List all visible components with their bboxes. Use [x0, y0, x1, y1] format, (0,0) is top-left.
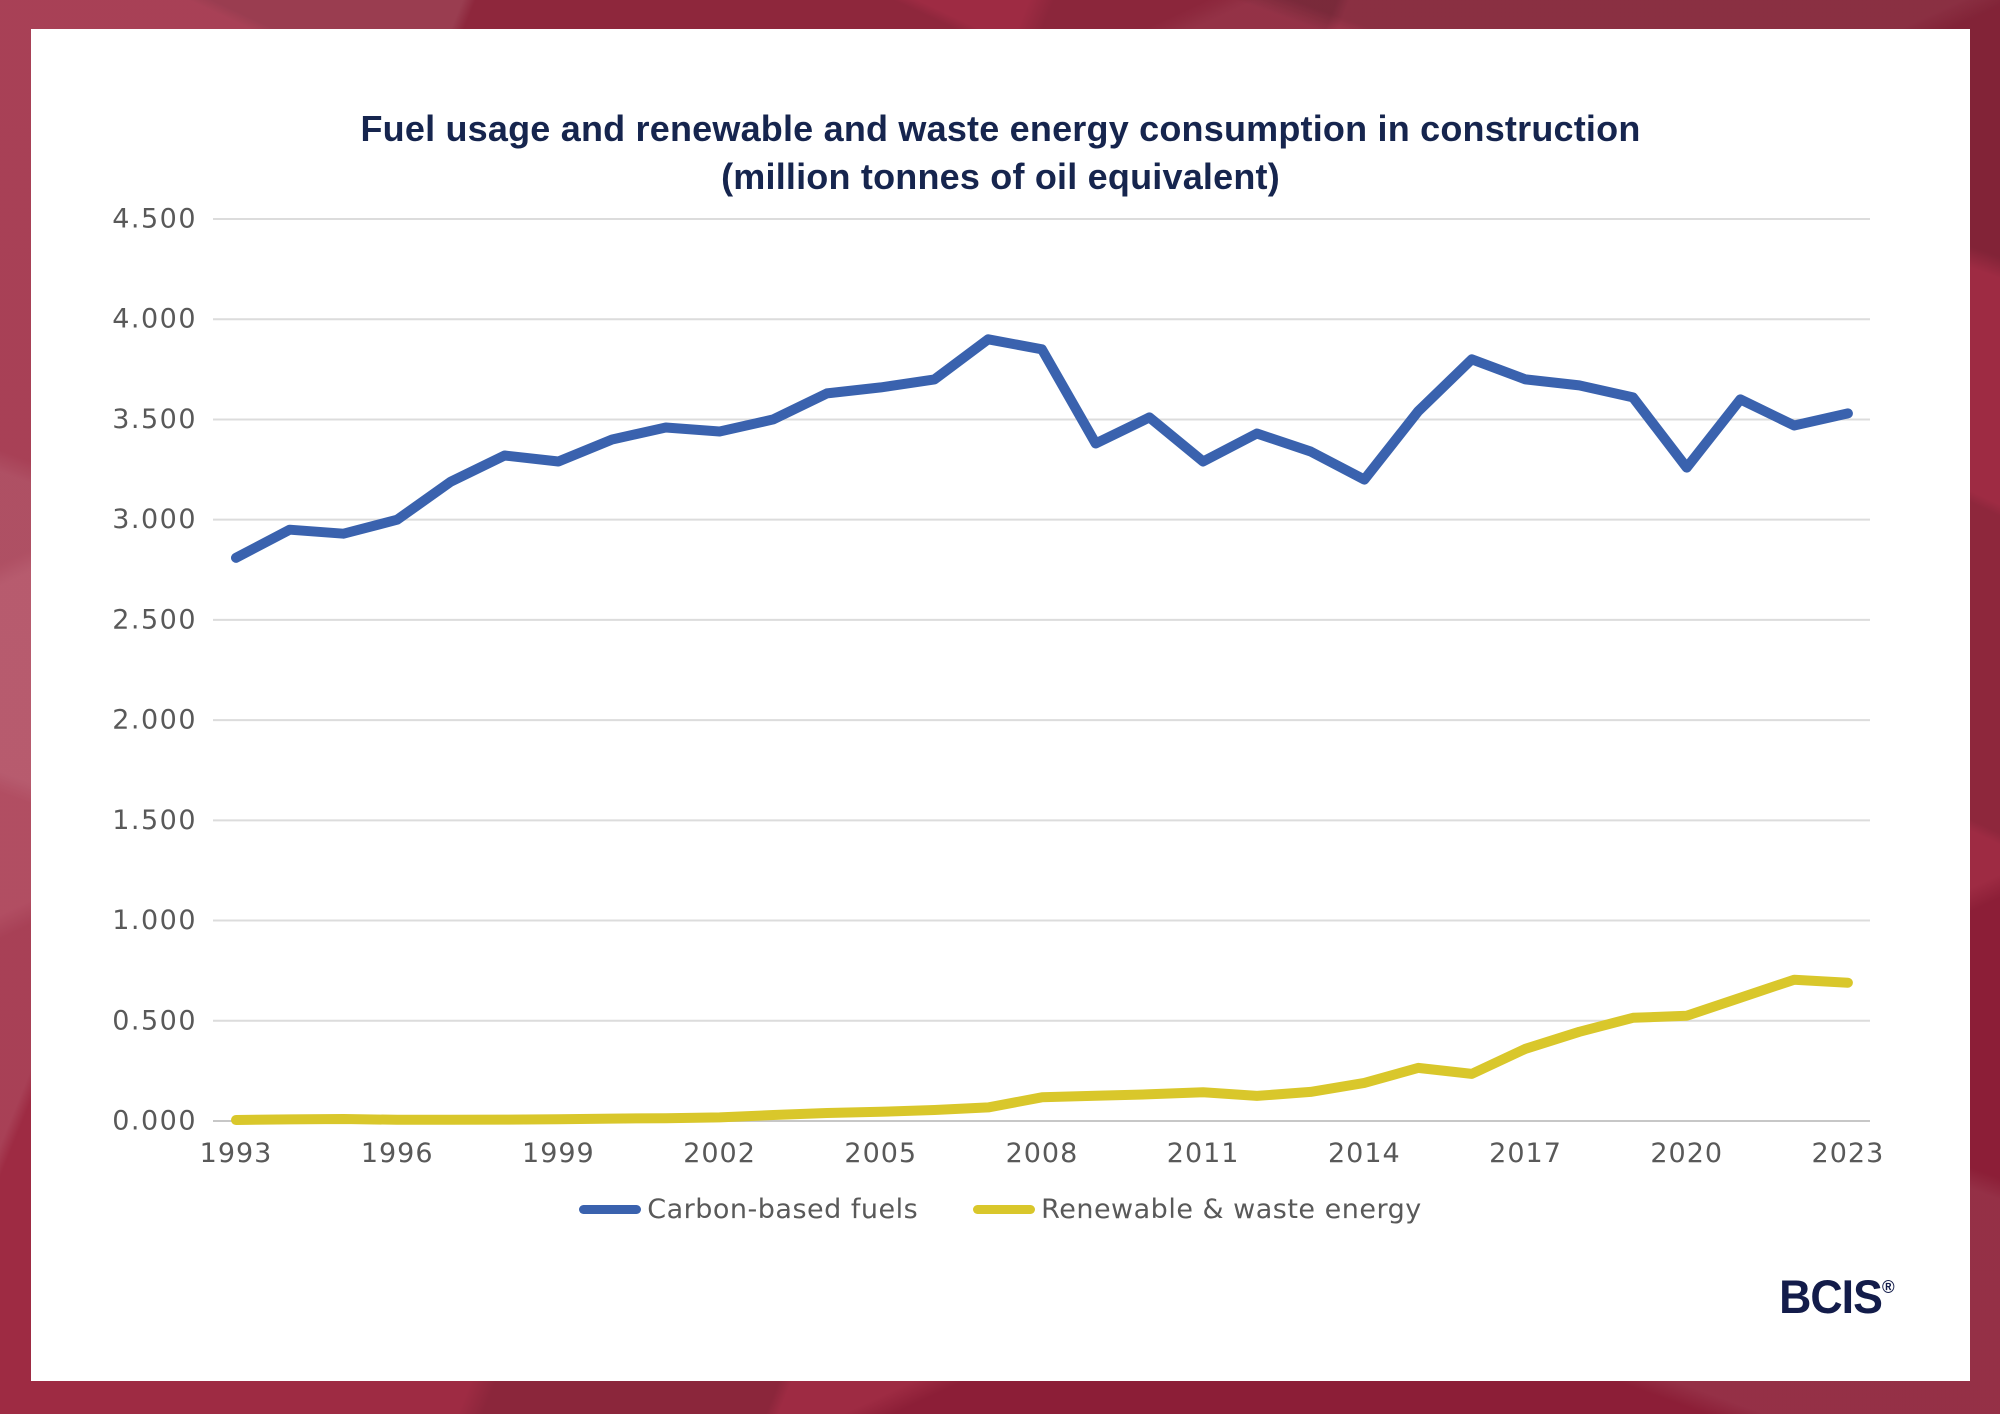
y-tick-label: 2.000	[112, 705, 197, 736]
legend-item-carbon: Carbon-based fuels	[579, 1194, 918, 1225]
carbon-fuels-line	[231, 334, 1853, 563]
y-tick-label: 3.500	[112, 404, 197, 435]
x-tick-label: 2023	[1812, 1138, 1885, 1169]
chart-title-line2: (million tonnes of oil equivalent)	[721, 156, 1280, 197]
chart-legend: Carbon-based fuels Renewable & waste ener…	[31, 1194, 1970, 1225]
x-tick-label: 2005	[844, 1138, 917, 1169]
renewable-energy-line	[231, 974, 1853, 1125]
registered-trademark-icon: ®	[1882, 1277, 1895, 1297]
x-tick-label: 2011	[1167, 1138, 1240, 1169]
x-tick-label: 2014	[1328, 1138, 1401, 1169]
x-tick-label: 1996	[361, 1138, 434, 1169]
y-tick-label: 1.500	[112, 805, 197, 836]
y-tick-label: 2.500	[112, 604, 197, 635]
x-tick-label: 2002	[683, 1138, 756, 1169]
legend-swatch-icon	[973, 1205, 1036, 1214]
x-tick-label: 2017	[1489, 1138, 1562, 1169]
y-tick-label: 0.000	[112, 1106, 197, 1137]
x-tick-label: 1993	[200, 1138, 273, 1169]
x-tick-label: 2008	[1006, 1138, 1079, 1169]
line-chart: 0.000 0.500 1.000 1.500 2.000 2.500 3.000 3.500…	[112, 204, 1885, 1169]
chart-title-line1: Fuel usage and renewable and waste energ…	[360, 108, 1641, 149]
y-tick-label: 1.000	[112, 905, 197, 936]
x-tick-label: 1999	[522, 1138, 595, 1169]
y-tick-label: 0.500	[112, 1005, 197, 1036]
y-tick-label: 4.000	[112, 304, 197, 335]
legend-swatch-icon	[579, 1205, 642, 1214]
x-tick-label: 2020	[1650, 1138, 1723, 1169]
legend-item-renewable: Renewable & waste energy	[973, 1194, 1422, 1225]
bcis-logo: BCIS®	[1780, 1269, 1895, 1324]
chart-title: Fuel usage and renewable and waste energ…	[31, 105, 1970, 201]
y-tick-label: 3.000	[112, 504, 197, 535]
y-tick-label: 4.500	[112, 204, 197, 235]
legend-label: Renewable & waste energy	[1041, 1194, 1422, 1225]
bcis-logo-text: BCIS	[1779, 1270, 1884, 1323]
legend-label: Carbon-based fuels	[647, 1194, 919, 1225]
chart-card: Fuel usage and renewable and waste energ…	[31, 29, 1970, 1381]
